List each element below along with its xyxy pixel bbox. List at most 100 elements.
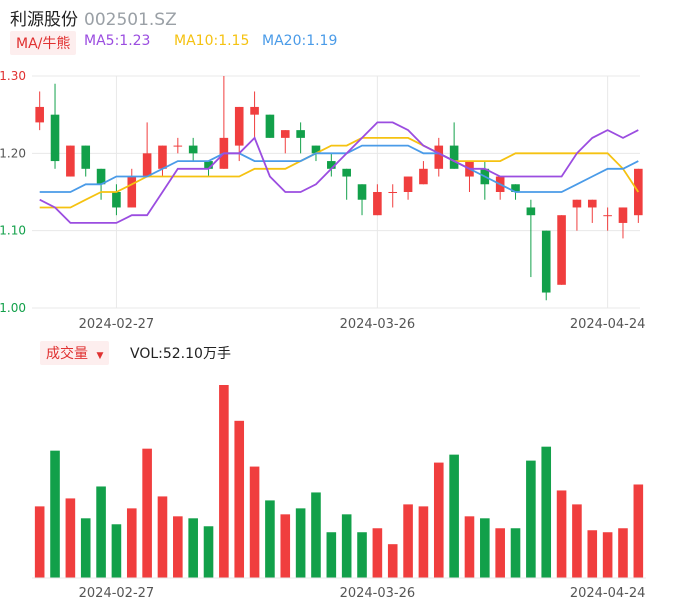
price-tick-label: 1.20 xyxy=(0,146,26,160)
candle-body xyxy=(204,161,213,169)
volume-bar xyxy=(510,528,521,578)
volume-bar xyxy=(142,448,152,578)
volume-bar xyxy=(341,514,352,578)
volume-bar xyxy=(111,524,122,578)
volume-value: VOL:52.10万手 xyxy=(130,346,231,362)
volume-bar xyxy=(633,484,644,578)
candle-body xyxy=(434,145,444,169)
volume-bar xyxy=(572,504,582,578)
volume-bar xyxy=(34,506,45,578)
candle-body xyxy=(296,130,305,138)
candle-body xyxy=(142,153,152,177)
volume-bar xyxy=(449,454,459,578)
volume-bar xyxy=(65,498,76,578)
candle-body xyxy=(587,199,597,208)
candle-body xyxy=(265,114,275,138)
candle-body xyxy=(572,199,582,208)
stock-name: 利源股份 xyxy=(10,10,78,30)
volume-bar xyxy=(295,508,306,578)
volume-bar xyxy=(80,518,91,578)
volume-bar xyxy=(173,516,183,578)
volume-bar xyxy=(188,518,198,578)
ma10-line xyxy=(39,137,640,209)
candle-body xyxy=(280,130,290,138)
price-tick-label: 1.30 xyxy=(0,69,26,83)
candle-body xyxy=(388,192,398,193)
candle-body xyxy=(188,145,198,154)
candle-body xyxy=(557,215,566,285)
price-tick-label: 1.10 xyxy=(0,224,26,238)
price-date-label: 2024-04-24 xyxy=(570,317,646,332)
price-date-label: 2024-02-27 xyxy=(79,317,155,332)
candle-body xyxy=(342,168,351,177)
candle-body xyxy=(173,145,183,147)
ma5-line xyxy=(39,121,639,224)
volume-bar xyxy=(464,516,475,578)
volume-bar xyxy=(280,514,291,578)
volume-indicator-chip[interactable]: 成交量 ▼ xyxy=(40,341,110,365)
candle-body xyxy=(526,207,536,216)
ma5-legend: MA5:1.23 xyxy=(84,33,151,49)
candle-body xyxy=(250,106,259,115)
volume-bar xyxy=(541,446,552,578)
candle-body xyxy=(81,145,91,169)
volume-bar xyxy=(372,528,383,578)
volume-bar xyxy=(50,450,60,578)
ma20-line xyxy=(39,144,639,193)
volume-bar xyxy=(126,508,137,578)
candle-body xyxy=(112,192,121,208)
candle-body xyxy=(373,192,382,216)
volume-bar xyxy=(526,460,536,578)
candle-body xyxy=(618,207,628,223)
candle-body xyxy=(311,145,321,154)
ma-indicator-chip[interactable]: MA/牛熊 xyxy=(10,31,77,55)
price-tick-label: 1.00 xyxy=(0,301,26,315)
candle-body xyxy=(541,230,551,293)
volume-bar xyxy=(203,526,214,578)
volume-bar xyxy=(618,528,628,578)
candle-body xyxy=(634,168,643,216)
volume-bar xyxy=(418,506,429,578)
volume-date-label: 2024-02-27 xyxy=(79,586,155,601)
volume-bar xyxy=(480,518,490,578)
candle-body xyxy=(50,114,60,162)
volume-bar xyxy=(234,420,245,578)
stock-code: 002501.SZ xyxy=(84,10,177,30)
candle-body xyxy=(449,145,459,169)
volume-bar xyxy=(265,500,275,578)
volume-bar xyxy=(433,462,444,578)
volume-bar xyxy=(249,466,260,578)
volume-bar xyxy=(387,544,398,578)
volume-bar xyxy=(326,532,337,578)
candle-body xyxy=(511,184,520,192)
candle-body xyxy=(158,145,167,169)
stock-title: 利源股份 002501.SZ xyxy=(10,5,177,30)
volume-bar xyxy=(556,490,567,578)
candle-body xyxy=(66,145,75,177)
candle-body xyxy=(127,176,137,208)
ma20-legend: MA20:1.19 xyxy=(262,33,338,49)
candle-body xyxy=(403,176,413,192)
candle-body xyxy=(357,184,367,200)
volume-chip-label: 成交量 xyxy=(46,346,88,362)
volume-bar xyxy=(602,532,613,578)
volume-bar xyxy=(157,496,168,578)
candle-body xyxy=(603,215,612,217)
volume-date-label: 2024-03-26 xyxy=(340,586,416,601)
candle-body xyxy=(234,106,244,146)
volume-bar xyxy=(96,486,106,578)
volume-bar xyxy=(219,385,229,578)
candle-body xyxy=(96,168,106,185)
caret-down-icon: ▼ xyxy=(96,351,104,361)
volume-bar xyxy=(495,528,505,578)
candle-body xyxy=(419,168,428,185)
volume-bar xyxy=(587,530,598,578)
price-date-label: 2024-03-26 xyxy=(340,317,416,332)
candle-body xyxy=(327,161,336,169)
volume-bar xyxy=(357,532,367,578)
candle-body xyxy=(35,106,44,123)
volume-bar xyxy=(403,504,413,578)
ma10-legend: MA10:1.15 xyxy=(174,33,250,49)
volume-date-label: 2024-04-24 xyxy=(570,586,646,601)
